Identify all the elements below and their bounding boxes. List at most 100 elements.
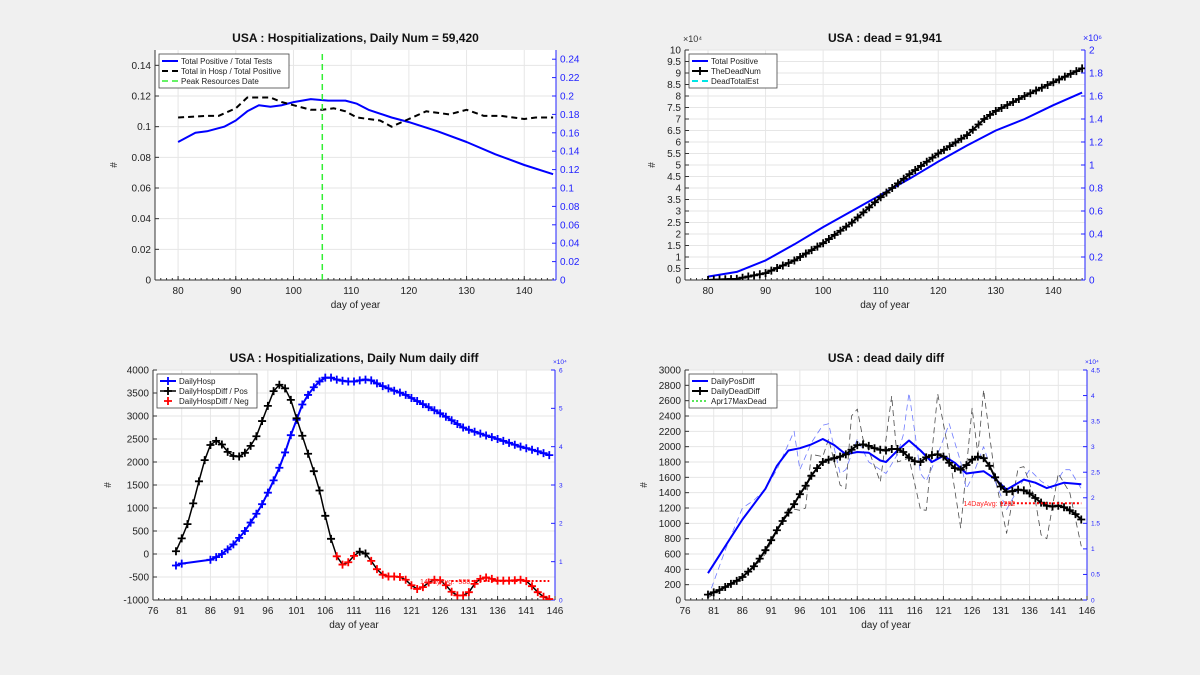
x-tick-label: 131 [461,606,478,617]
x-tick-label: 96 [262,606,274,617]
y2-exponent-label: ×10⁴ [1085,359,1099,366]
data-point-marker [516,575,525,584]
x-tick-label: 81 [708,606,720,617]
data-point-marker [950,464,959,473]
y2-tick-label: 0.4 [1089,230,1103,241]
x-tick-label: 120 [930,286,947,297]
y-tick-label: 800 [664,534,681,545]
y-tick-label: 9 [675,69,681,80]
x-tick-label: 146 [1079,606,1096,617]
data-point-marker [1014,94,1023,103]
legend-marker [164,397,172,405]
average-annotation: 14DayAvg: 1262 [964,501,1016,508]
y-tick-label: 4.5 [667,172,681,183]
data-point-marker [997,103,1006,112]
data-point-marker [436,576,445,585]
data-point-marker [824,455,833,464]
data-point-marker [704,276,713,280]
y-tick-label: 0.08 [132,153,152,164]
data-point-marker [372,565,381,574]
data-point-marker [784,508,793,517]
data-point-marker [235,533,244,542]
y2-tick-label: 0.04 [560,239,580,250]
y2-tick-label: 0.14 [560,147,580,158]
y2-tick-label: 0.1 [560,184,574,195]
data-point-marker [807,246,816,255]
data-point-marker [847,445,856,454]
data-point-marker [235,452,244,461]
data-point-marker [304,449,313,458]
data-point-marker [945,142,954,151]
y2-tick-label: 0 [1089,276,1095,287]
data-point-marker [418,400,427,409]
data-point-marker [922,157,931,166]
y2-tick-label: 0.12 [560,165,580,176]
y2-tick-label: 1 [1089,161,1095,172]
y-tick-label: 2000 [127,458,150,469]
data-point-marker [749,562,758,571]
data-point-marker [801,481,810,490]
y-tick-label: 2000 [659,442,682,453]
data-point-marker [275,380,284,389]
series-dailydeaddiff [703,440,1086,599]
data-point-marker [778,261,787,270]
x-tick-label: 121 [935,606,952,617]
data-point-marker [985,461,994,470]
data-point-marker [206,555,215,564]
legend-item: DailyHospDiff / Pos [160,387,248,396]
y-tick-label: 2600 [659,396,682,407]
data-point-marker [436,409,445,418]
data-point-marker [1065,506,1074,515]
data-point-marker [721,582,730,591]
data-point-marker [327,534,336,543]
data-point-marker [744,272,753,280]
data-point-marker [732,576,741,585]
data-point-marker [372,379,381,388]
x-axis-label: day of year [331,300,381,311]
data-point-marker [750,271,759,280]
x-tick-label: 111 [346,606,362,617]
data-point-marker [836,452,845,461]
data-point-marker [726,579,735,588]
data-point-marker [505,438,514,447]
data-point-marker [1009,97,1018,106]
y2-tick-label: 0.18 [560,110,580,121]
x-tick-label: 136 [489,606,506,617]
data-point-marker [905,170,914,179]
x-tick-label: 140 [1045,286,1062,297]
y-axis-label: # [639,482,650,488]
data-point-marker [790,500,799,509]
chart-title: USA : Hospitializations, Daily Num = 59,… [232,31,479,45]
x-tick-label: 116 [907,606,923,617]
data-point-marker [709,588,718,597]
y-tick-label: 2800 [659,381,682,392]
data-point-marker [217,440,226,449]
data-point-marker [327,373,336,382]
average-annotation: 14DayAvg: -588 [420,579,470,586]
data-point-marker [223,447,232,456]
data-point-marker [413,397,422,406]
data-point-marker [533,447,542,456]
y-tick-label: 8 [675,92,681,103]
legend-label: DailyDeadDiff [711,387,761,396]
data-point-marker [309,467,318,476]
y2-tick-label: 0.2 [560,92,574,103]
legend-label: TheDeadNum [711,67,761,76]
data-point-marker [1031,494,1040,503]
x-tick-label: 100 [815,286,832,297]
data-point-marker [545,595,554,600]
data-point-marker [859,208,868,217]
y-exponent-label: ×10⁴ [683,34,702,44]
y-tick-label: 0 [675,596,681,607]
data-point-marker [212,553,221,562]
x-tick-label: 126 [432,606,449,617]
data-point-marker [928,153,937,162]
data-point-marker [934,149,943,158]
data-point-marker [962,461,971,470]
data-point-marker [939,145,948,154]
data-point-marker [807,471,816,480]
data-point-marker [332,552,341,561]
y2-tick-label: 3 [1091,444,1095,451]
